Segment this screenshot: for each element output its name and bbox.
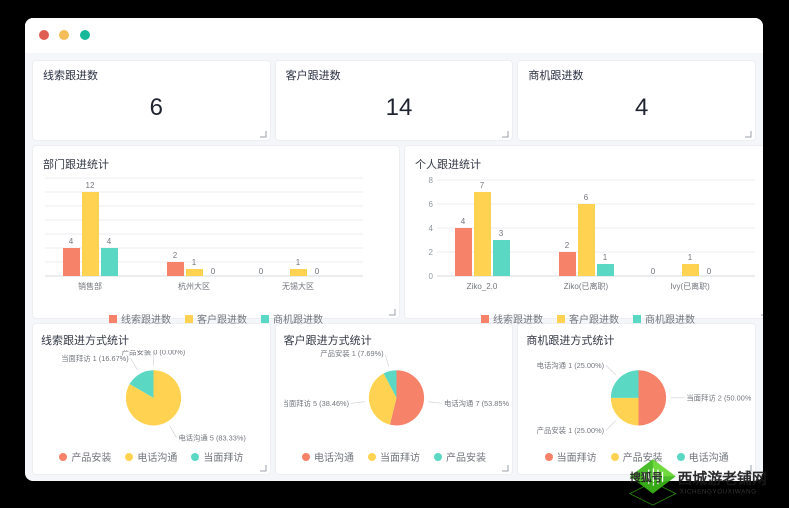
svg-text:4: 4 xyxy=(69,237,74,246)
svg-text:0: 0 xyxy=(315,267,320,276)
svg-text:当面拜访 5 (38.46%): 当面拜访 5 (38.46%) xyxy=(284,399,349,408)
svg-text:Ziko_2.0: Ziko_2.0 xyxy=(467,282,498,291)
svg-text:4: 4 xyxy=(461,217,466,226)
svg-text:1: 1 xyxy=(688,253,693,262)
svg-text:7: 7 xyxy=(480,181,485,190)
svg-text:0: 0 xyxy=(211,267,216,276)
svg-text:3: 3 xyxy=(499,229,504,238)
svg-text:产品安装 1 (7.69%): 产品安装 1 (7.69%) xyxy=(320,350,383,358)
svg-text:杭州大区: 杭州大区 xyxy=(178,281,210,291)
svg-text:电话沟通 7 (53.85%): 电话沟通 7 (53.85%) xyxy=(444,399,509,408)
svg-text:Ivy(已离职): Ivy(已离职) xyxy=(670,281,710,291)
svg-text:2: 2 xyxy=(429,248,434,257)
svg-text:0: 0 xyxy=(259,267,264,276)
svg-text:1: 1 xyxy=(603,253,608,262)
svg-text:Ziko(已离职): Ziko(已离职) xyxy=(564,281,609,291)
svg-text:12: 12 xyxy=(86,181,95,190)
svg-text:无锡大区: 无锡大区 xyxy=(282,281,314,291)
svg-text:2: 2 xyxy=(173,251,178,260)
svg-text:电话沟通 5 (83.33%): 电话沟通 5 (83.33%) xyxy=(178,433,245,442)
svg-text:4: 4 xyxy=(429,224,434,233)
svg-text:0: 0 xyxy=(651,267,656,276)
svg-text:1: 1 xyxy=(192,258,197,267)
svg-text:0: 0 xyxy=(707,267,712,276)
svg-text:1: 1 xyxy=(296,258,301,267)
svg-text:2: 2 xyxy=(565,241,570,250)
svg-text:当面拜访 1 (16.67%): 当面拜访 1 (16.67%) xyxy=(61,354,128,363)
svg-text:产品安装 0 (0.00%): 产品安装 0 (0.00%) xyxy=(122,350,185,357)
svg-text:XICHENGYOUXIWANG: XICHENGYOUXIWANG xyxy=(680,489,757,496)
svg-text:8: 8 xyxy=(429,176,434,185)
svg-text:电话沟通 1 (25.00%): 电话沟通 1 (25.00%) xyxy=(537,361,604,370)
svg-text:6: 6 xyxy=(429,200,434,209)
svg-text:产品安装 1 (25.00%): 产品安装 1 (25.00%) xyxy=(537,426,604,435)
svg-text:0: 0 xyxy=(429,272,434,281)
svg-text:6: 6 xyxy=(584,193,589,202)
svg-text:销售部: 销售部 xyxy=(78,281,102,291)
svg-text:当面拜访 2 (50.00%): 当面拜访 2 (50.00%) xyxy=(687,394,752,403)
svg-text:4: 4 xyxy=(107,237,112,246)
